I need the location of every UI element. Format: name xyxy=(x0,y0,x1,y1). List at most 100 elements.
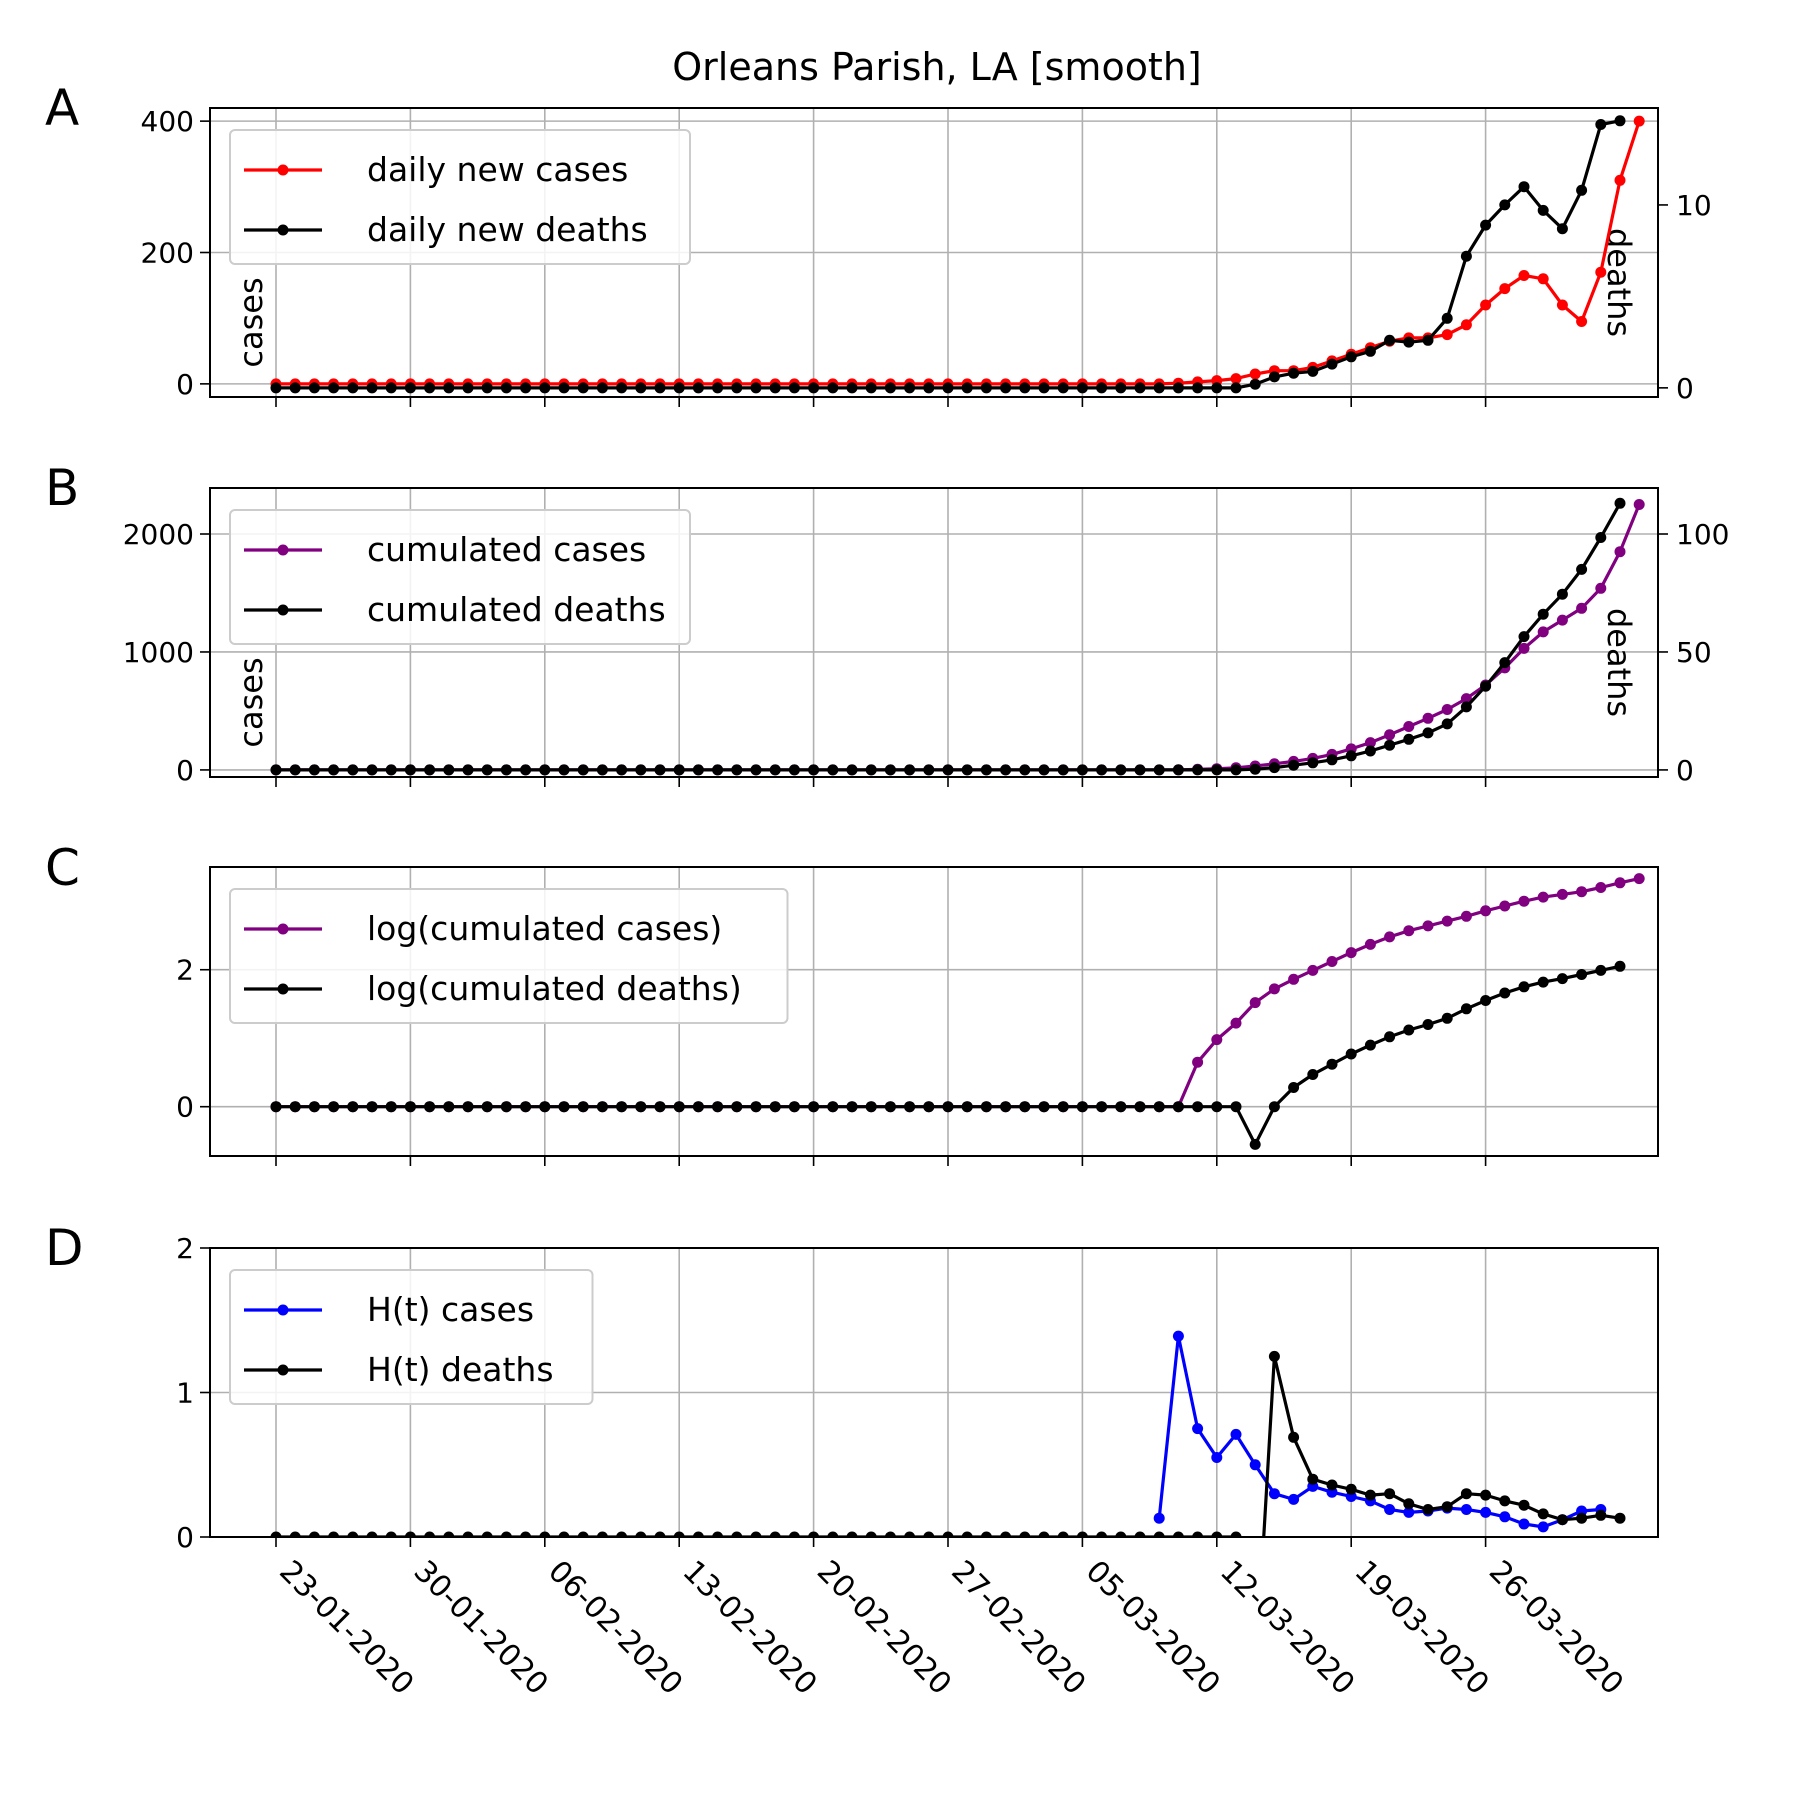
data-point xyxy=(1518,1499,1530,1511)
data-point xyxy=(366,1531,378,1537)
data-point xyxy=(1384,931,1396,943)
data-point xyxy=(1537,976,1549,988)
series-daily-new-deaths xyxy=(270,115,1626,394)
data-point xyxy=(1192,1101,1204,1113)
x-tick-label: 06-02-2020 xyxy=(541,1554,689,1702)
data-point xyxy=(1345,351,1357,363)
data-point xyxy=(731,382,743,394)
data-point xyxy=(1576,1512,1588,1524)
data-point xyxy=(1057,1101,1069,1113)
data-point xyxy=(923,1101,935,1113)
data-point xyxy=(942,764,954,776)
data-point xyxy=(1153,1512,1165,1524)
legend: H(t) cases H(t) deaths xyxy=(229,1269,594,1405)
data-point xyxy=(1057,764,1069,776)
data-point xyxy=(1595,964,1607,976)
data-point xyxy=(904,1531,916,1537)
data-point xyxy=(1364,938,1376,950)
data-point xyxy=(596,1531,608,1537)
data-point xyxy=(577,1101,589,1113)
data-point xyxy=(904,1101,916,1113)
panel-d: D 0 1 2 H(t) cases H(t) deaths xyxy=(45,1219,1659,1554)
data-point xyxy=(347,1531,359,1537)
legend-item: cumulated cases xyxy=(244,530,646,569)
data-point xyxy=(1480,680,1492,692)
y-tick-label: 200 xyxy=(141,237,194,270)
data-point xyxy=(1288,367,1300,379)
data-point xyxy=(1499,657,1511,669)
data-point xyxy=(904,764,916,776)
data-point xyxy=(1000,1531,1012,1537)
data-point xyxy=(1019,1101,1031,1113)
data-point xyxy=(1076,382,1088,394)
data-point xyxy=(1288,1493,1300,1505)
data-point xyxy=(1038,1531,1050,1537)
legend-marker xyxy=(277,224,289,236)
data-point xyxy=(1480,905,1492,917)
data-point xyxy=(1460,250,1472,262)
data-point xyxy=(1499,987,1511,999)
data-point xyxy=(1518,1518,1530,1530)
data-point xyxy=(308,382,320,394)
data-point xyxy=(1249,378,1261,390)
data-point xyxy=(1076,764,1088,776)
data-point xyxy=(1537,1521,1549,1533)
data-point xyxy=(692,764,704,776)
data-point xyxy=(961,1531,973,1537)
data-point xyxy=(366,382,378,394)
data-point xyxy=(1595,582,1607,594)
data-point xyxy=(1211,1531,1223,1537)
data-point xyxy=(385,1531,397,1537)
data-point xyxy=(654,1101,666,1113)
data-point xyxy=(1422,920,1434,932)
data-point xyxy=(1614,174,1626,186)
data-point xyxy=(923,764,935,776)
y-tick-label: 0 xyxy=(176,754,194,787)
series-h-t-cases xyxy=(1153,1330,1607,1533)
legend-item: cumulated deaths xyxy=(244,590,666,629)
data-point xyxy=(1000,1101,1012,1113)
data-point xyxy=(769,1101,781,1113)
data-point xyxy=(712,1531,724,1537)
data-point xyxy=(366,1101,378,1113)
data-point xyxy=(1192,1423,1204,1435)
data-point xyxy=(481,1101,493,1113)
x-tick-label: 27-02-2020 xyxy=(944,1554,1092,1702)
data-point xyxy=(1038,764,1050,776)
data-point xyxy=(1633,499,1645,510)
data-point xyxy=(1134,764,1146,776)
data-point xyxy=(1518,981,1530,993)
data-point xyxy=(884,1101,896,1113)
x-tick-label: 19-03-2020 xyxy=(1348,1554,1496,1702)
legend-label: daily new cases xyxy=(367,150,628,189)
legend-box xyxy=(229,509,691,645)
data-point xyxy=(731,1531,743,1537)
data-point xyxy=(1556,973,1568,985)
data-point xyxy=(1326,1058,1338,1070)
data-point xyxy=(1192,764,1204,776)
data-point xyxy=(1288,759,1300,771)
data-point xyxy=(980,382,992,394)
figure-title: Orleans Parish, LA [smooth] xyxy=(672,45,1202,89)
data-point xyxy=(1307,757,1319,769)
data-point xyxy=(980,764,992,776)
data-point xyxy=(385,1101,397,1113)
data-point xyxy=(1480,1506,1492,1518)
legend-marker xyxy=(277,544,289,556)
data-point xyxy=(1326,358,1338,370)
data-point xyxy=(1460,693,1472,705)
data-point xyxy=(846,1531,858,1537)
data-point xyxy=(1364,345,1376,357)
data-point xyxy=(443,1531,455,1537)
data-point xyxy=(1576,969,1588,980)
data-point xyxy=(1518,270,1530,281)
data-point xyxy=(712,382,724,394)
data-point xyxy=(1384,334,1396,346)
data-point xyxy=(1441,1012,1453,1024)
axes-frame xyxy=(209,487,1659,778)
data-point xyxy=(1441,1501,1453,1513)
data-point xyxy=(1403,733,1415,745)
data-point xyxy=(1537,608,1549,620)
data-point xyxy=(712,764,724,776)
data-point xyxy=(1460,910,1472,922)
